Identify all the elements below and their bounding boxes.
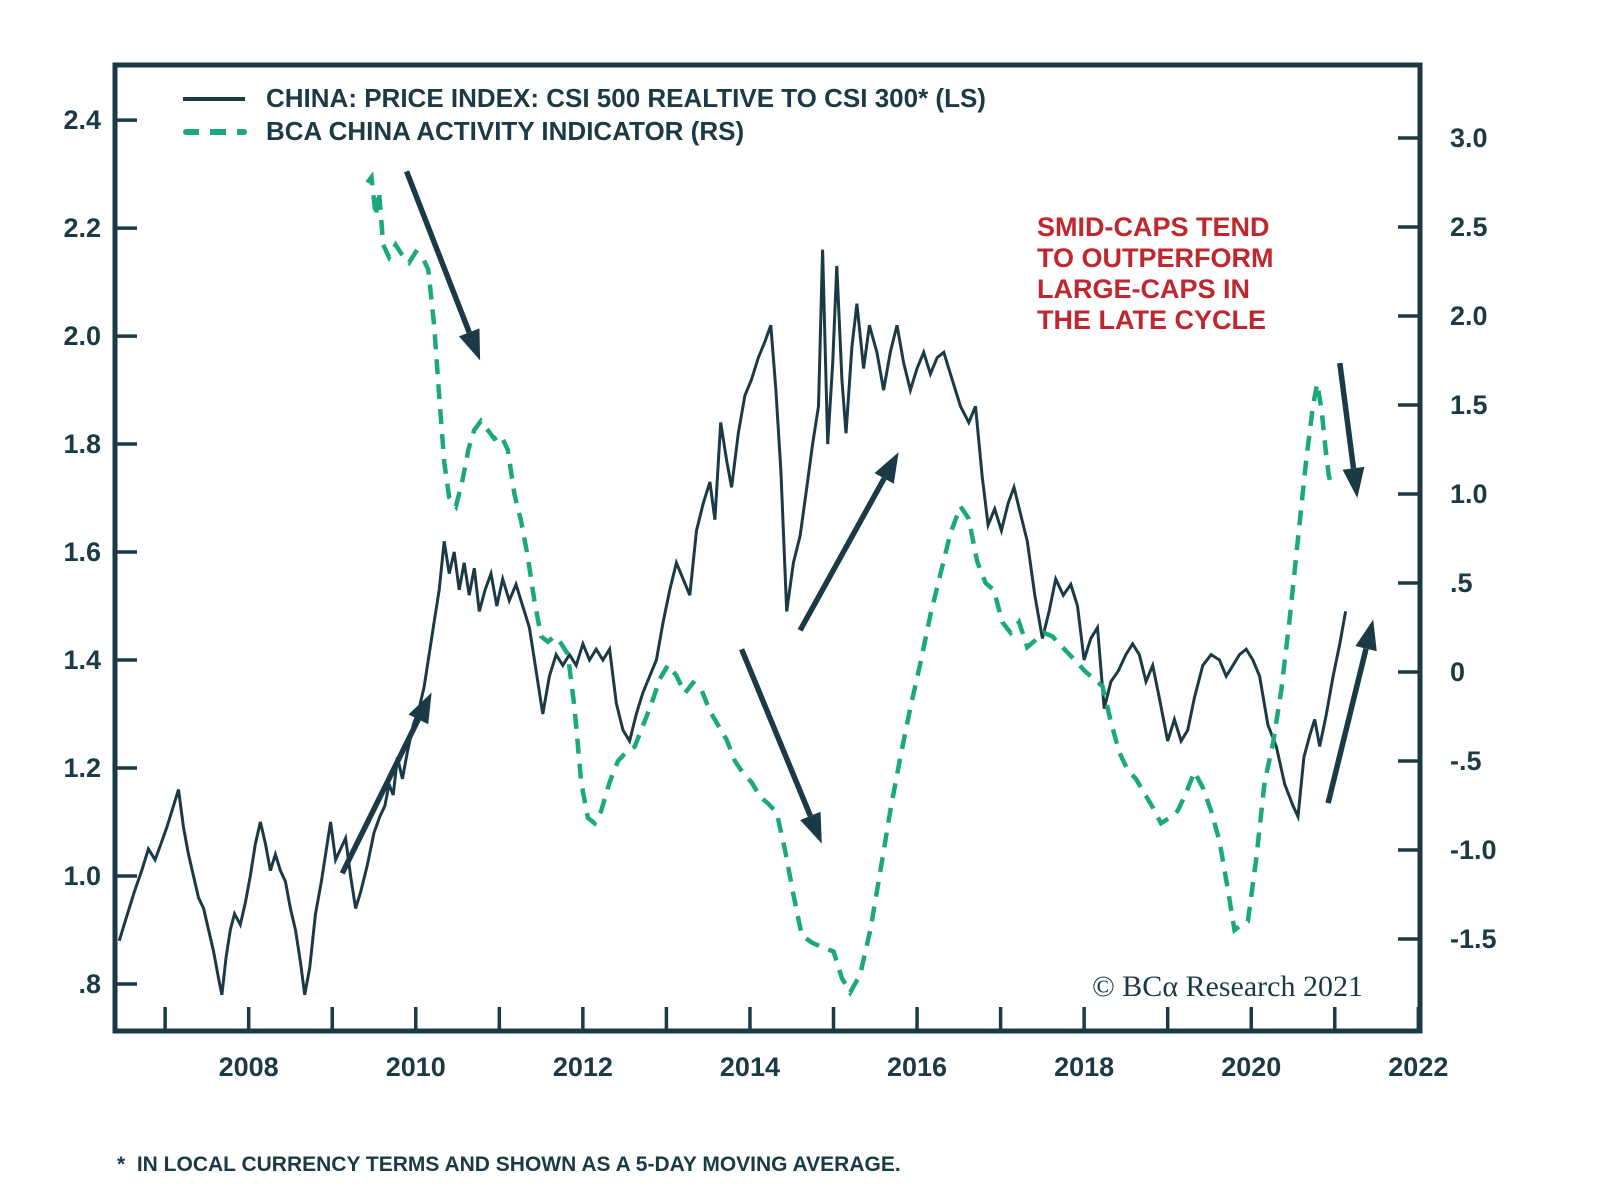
legend-label-activity-indicator: BCA CHINA ACTIVITY INDICATOR (RS) bbox=[266, 116, 745, 146]
left-axis-tick-label: 1.8 bbox=[63, 429, 101, 459]
trend-arrow-head bbox=[408, 692, 432, 725]
trend-arrow-shaft bbox=[339, 718, 421, 875]
trend-arrow-shaft bbox=[797, 477, 887, 632]
trend-arrow-shaft bbox=[739, 648, 813, 817]
annotation-line-2: TO OUTPERFORM bbox=[1037, 243, 1274, 273]
left-axis-tick-label: 1.4 bbox=[63, 645, 101, 675]
left-axis-tick-label: 1.2 bbox=[63, 753, 101, 783]
solid-line-sample bbox=[183, 96, 245, 101]
trend-arrow-head bbox=[458, 328, 481, 361]
trend-arrow-head bbox=[800, 811, 822, 844]
legend-item-price-index: CHINA: PRICE INDEX: CSI 500 REALTIVE TO … bbox=[183, 82, 986, 115]
footnotes: * IN LOCAL CURRENCY TERMS AND SHOWN AS A… bbox=[117, 1090, 901, 1198]
trend-arrow-shaft bbox=[1337, 362, 1357, 469]
x-axis-tick-label: 2018 bbox=[1054, 1052, 1114, 1082]
x-axis-tick-label: 2014 bbox=[720, 1052, 780, 1082]
dashed-line-sample bbox=[183, 128, 247, 135]
left-axis-tick-label: 2.0 bbox=[63, 321, 101, 351]
x-axis-tick-label: 2022 bbox=[1388, 1052, 1448, 1082]
right-axis-tick-label: .5 bbox=[1450, 568, 1473, 598]
annotation-smid-caps: SMID-CAPS TEND TO OUTPERFORM LARGE-CAPS … bbox=[1037, 212, 1274, 336]
right-axis-tick-label: 2.5 bbox=[1450, 212, 1488, 242]
right-axis-tick-label: 3.0 bbox=[1450, 123, 1488, 153]
x-axis-tick-label: 2016 bbox=[887, 1052, 947, 1082]
trend-arrow-head bbox=[1355, 619, 1377, 652]
annotation-line-3: LARGE-CAPS IN bbox=[1037, 274, 1251, 304]
trend-arrow-head bbox=[1342, 466, 1365, 499]
legend: CHINA: PRICE INDEX: CSI 500 REALTIVE TO … bbox=[183, 82, 986, 148]
right-axis-tick-label: -.5 bbox=[1450, 746, 1482, 776]
copyright-text: © BCα Research 2021 bbox=[1092, 970, 1363, 1003]
annotation-line-4: THE LATE CYCLE bbox=[1037, 305, 1266, 335]
x-axis-tick-label: 2008 bbox=[219, 1052, 279, 1082]
series-line-activity-indicator bbox=[365, 171, 1334, 997]
annotation-line-1: SMID-CAPS TEND bbox=[1037, 212, 1270, 242]
plot-frame bbox=[112, 62, 1423, 1034]
footnote-line-1: * IN LOCAL CURRENCY TERMS AND SHOWN AS A… bbox=[117, 1153, 901, 1176]
x-axis-tick-label: 2012 bbox=[553, 1052, 613, 1082]
left-axis-tick-label: 1.6 bbox=[63, 537, 101, 567]
x-axis-tick-label: 2020 bbox=[1221, 1052, 1281, 1082]
x-axis-tick-label: 2010 bbox=[386, 1052, 446, 1082]
right-axis-tick-label: 1.5 bbox=[1450, 390, 1488, 420]
right-axis-tick-label: 1.0 bbox=[1450, 479, 1488, 509]
trend-arrow-shaft bbox=[404, 170, 472, 334]
trend-arrow-head bbox=[874, 452, 899, 484]
left-axis-tick-label: 1.0 bbox=[63, 861, 101, 891]
legend-item-activity-indicator: BCA CHINA ACTIVITY INDICATOR (RS) bbox=[183, 115, 986, 148]
legend-label-price-index: CHINA: PRICE INDEX: CSI 500 REALTIVE TO … bbox=[266, 83, 986, 113]
right-axis-tick-label: -1.0 bbox=[1450, 835, 1497, 865]
left-axis-tick-label: .8 bbox=[78, 969, 101, 999]
trend-arrow-shaft bbox=[1325, 648, 1369, 804]
series-line-csi500-relative bbox=[117, 249, 1348, 996]
right-axis-tick-label: 2.0 bbox=[1450, 301, 1488, 331]
right-axis-tick-label: 0 bbox=[1450, 657, 1465, 687]
right-axis-tick-label: -1.5 bbox=[1450, 924, 1497, 954]
left-axis-tick-label: 2.4 bbox=[63, 105, 101, 135]
left-axis-tick-label: 2.2 bbox=[63, 213, 101, 243]
